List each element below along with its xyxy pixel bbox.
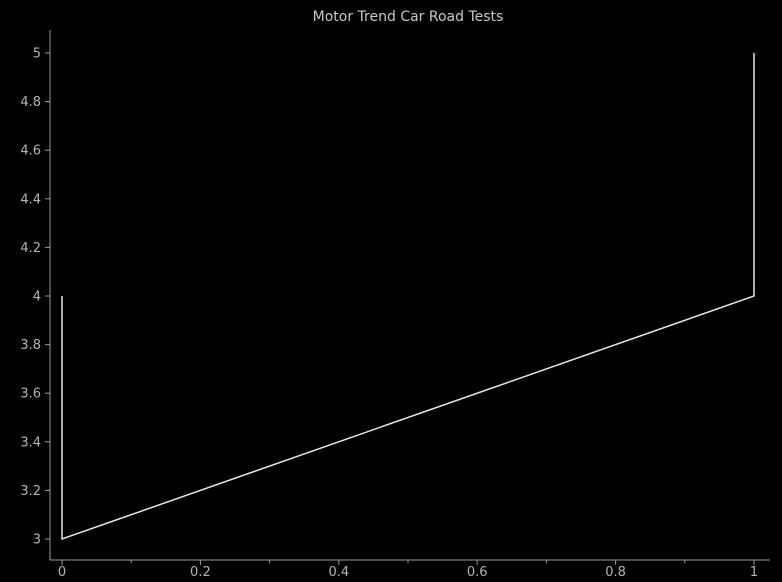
x-tick-label: 1 [750,565,758,580]
y-tick-label: 3 [33,533,41,548]
y-tick-label: 3.6 [20,387,41,402]
x-tick-label: 0.2 [190,565,211,580]
y-tick-label: 3.2 [20,484,41,499]
x-tick-label: 0.8 [605,565,626,580]
x-tick-label: 0 [58,565,66,580]
y-tick-label: 4.8 [20,95,41,110]
chart-title: Motor Trend Car Road Tests [313,9,504,25]
y-tick-label: 4.4 [20,192,41,207]
y-tick-label: 4.6 [20,144,41,159]
y-tick-label: 3.8 [20,338,41,353]
x-tick-label: 0.6 [467,565,488,580]
series-line-0 [61,53,755,541]
plot-area [61,53,755,541]
y-tick-label: 5 [33,47,41,62]
y-tick-label: 4 [33,290,41,305]
x-ticks: 0 0.2 0.4 0.6 0.8 1 [58,560,758,580]
y-tick-label: 3.4 [20,435,41,450]
axes [49,30,770,561]
x-tick-label: 0.4 [328,565,349,580]
y-tick-label: 4.2 [20,241,41,256]
y-ticks: 3 3.2 3.4 3.6 3.8 4 4.2 4.4 4.6 4.8 5 [20,47,50,548]
